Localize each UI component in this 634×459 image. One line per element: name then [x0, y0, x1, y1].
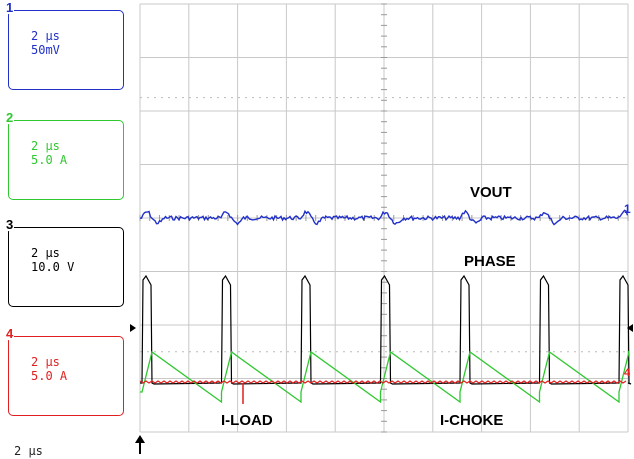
channel-4-box[interactable]: 4 2 µs 5.0 A: [5, 327, 124, 416]
trigger-arrow-icon[interactable]: [135, 435, 145, 454]
channel-2-scale: 5.0 A: [31, 153, 68, 167]
label-iload: I-LOAD: [221, 412, 273, 429]
ch3-level-marker-right[interactable]: [627, 324, 633, 332]
channel-1-number: 1: [5, 0, 15, 15]
channel-3-scale: 10.0 V: [31, 260, 75, 274]
channel-2-number: 2: [5, 110, 15, 125]
channel-4-number: 4: [5, 326, 15, 341]
channel-1-scale: 50mV: [31, 43, 60, 57]
channel-3-number: 3: [5, 217, 15, 232]
timebase-readout: 2 µs: [14, 444, 43, 458]
channel-4-timebase: 2 µs: [31, 355, 60, 369]
ichoke-trace: [140, 350, 630, 404]
channel-1-box[interactable]: 1 2 µs 50mV: [5, 1, 124, 90]
channel-4-scale: 5.0 A: [31, 369, 68, 383]
channel-1-timebase: 2 µs: [31, 29, 60, 43]
channel-3-timebase: 2 µs: [31, 246, 60, 260]
label-phase: PHASE: [464, 253, 516, 270]
ch1-level-marker[interactable]: 1: [624, 202, 631, 216]
phase-trace: [140, 274, 632, 385]
channel-2-box[interactable]: 2 2 µs 5.0 A: [5, 111, 124, 200]
iload-trace: [139, 380, 627, 384]
channel-3-box[interactable]: 3 2 µs 10.0 V: [5, 218, 124, 307]
ch4-level-marker[interactable]: 4: [624, 367, 631, 379]
ch3-level-marker-left[interactable]: [130, 324, 136, 332]
label-vout: VOUT: [470, 184, 512, 201]
label-ichoke: I-CHOKE: [440, 412, 503, 429]
vout-trace: [139, 209, 629, 226]
channel-2-timebase: 2 µs: [31, 139, 60, 153]
